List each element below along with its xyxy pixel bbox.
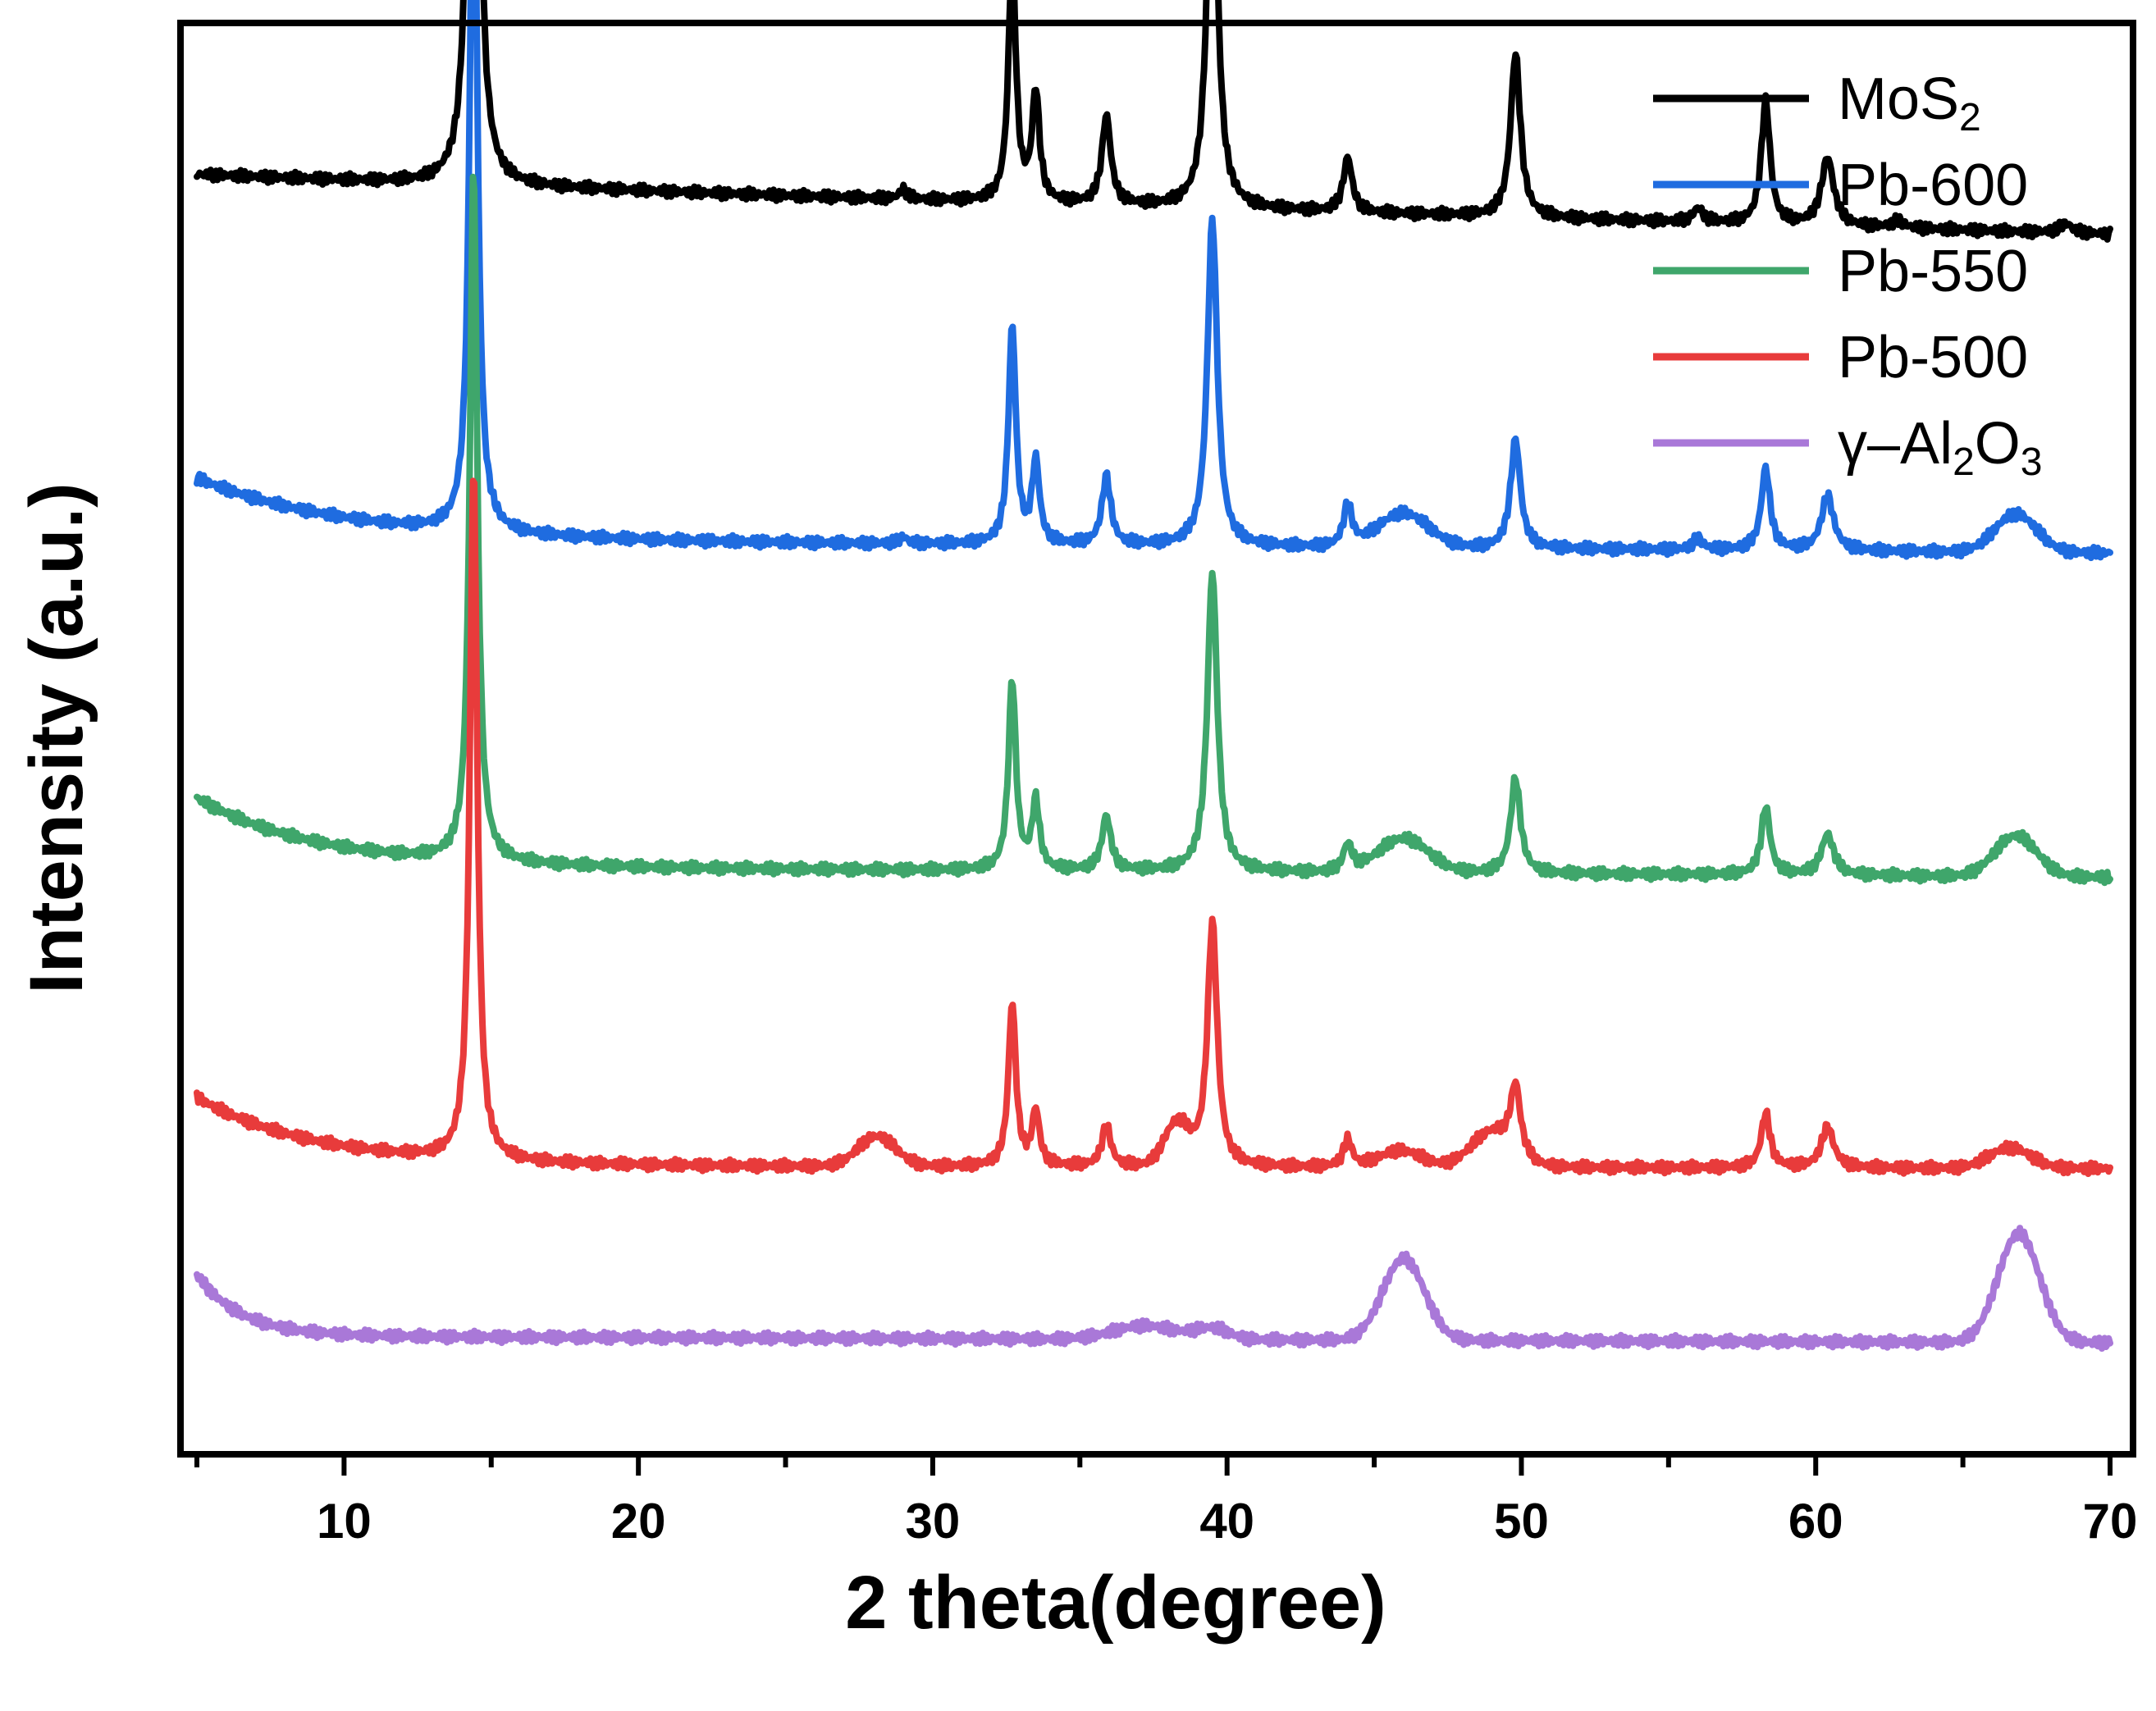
x-tick-label: 70	[2083, 1494, 2138, 1549]
series-line-mos2	[194, 0, 2113, 243]
plot-traces	[194, 0, 2113, 1352]
series-line-al2o3	[194, 1225, 2113, 1352]
plot-frame	[177, 20, 2136, 1458]
x-axis-title: 2 theta(degree)	[845, 1561, 1386, 1645]
x-tick-label: 40	[1199, 1494, 1254, 1549]
legend-label-pb-500: Pb-500	[1838, 325, 2028, 390]
x-tick-label: 10	[317, 1494, 372, 1549]
legend-label-pb-550: Pb-550	[1838, 239, 2028, 304]
x-tick-label: 30	[906, 1494, 961, 1549]
x-tick-label: 60	[1788, 1494, 1843, 1549]
legend-label-mos2: MoS2	[1838, 66, 1981, 139]
x-tick-label: 50	[1494, 1494, 1549, 1549]
series-line-pb-500	[194, 477, 2113, 1177]
legend: MoS2 Pb-600 Pb-550 Pb-500 γ–Al2O3	[1653, 66, 2042, 484]
x-tick-label: 20	[611, 1494, 666, 1549]
x-axis-ticks: 10 20 30 40 50 60 70	[194, 1454, 2138, 1549]
legend-label-pb-600: Pb-600	[1838, 153, 2028, 218]
y-axis-title: Intensity (a.u.)	[15, 482, 98, 994]
series-line-pb-550	[194, 173, 2113, 887]
legend-label-al2o3: γ–Al2O3	[1838, 411, 2042, 484]
series-line-pb-600	[194, 0, 2113, 562]
